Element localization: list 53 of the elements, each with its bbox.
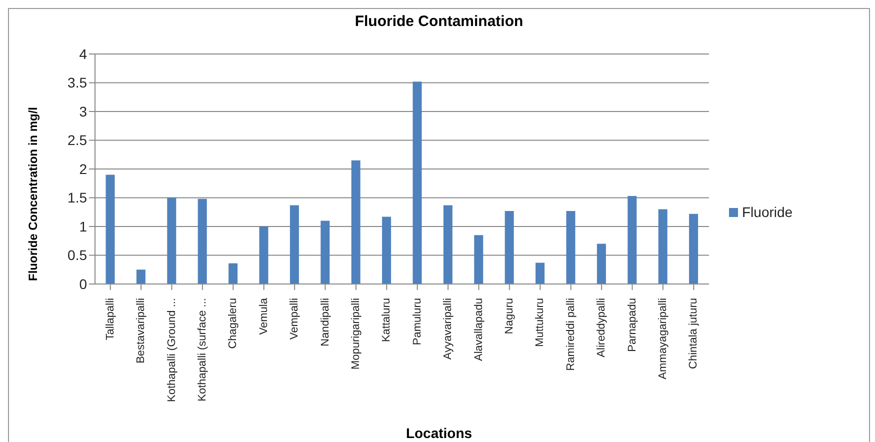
bar	[658, 209, 668, 284]
x-tick-label: Naguru	[503, 298, 516, 334]
x-tick-label: Tallapalli	[104, 298, 116, 340]
x-tick-label: Kothapalli (surface ...	[196, 298, 208, 402]
y-tick-label: 4	[79, 46, 88, 62]
y-axis-title: Fluoride Concentration in mg/l	[26, 107, 40, 281]
bar	[228, 263, 238, 284]
x-tick-label: Ayyavaripalli	[442, 298, 454, 360]
y-tick-label: 2.5	[68, 132, 88, 148]
x-tick-label: Kothapalli (Ground ...	[166, 298, 178, 402]
x-tick-label: Vemula	[258, 297, 270, 335]
bar	[167, 198, 176, 284]
bar	[628, 196, 637, 284]
bar	[198, 198, 207, 284]
bar	[106, 174, 115, 284]
bar	[566, 210, 576, 284]
x-tick-label: Chintala juturu	[688, 298, 700, 369]
bar	[136, 270, 146, 284]
x-tick-label: Parnapadu	[626, 298, 638, 352]
y-tick-label: 2	[79, 160, 88, 177]
legend-label: Fluoride	[742, 204, 793, 220]
y-tick-label: 1	[79, 218, 88, 234]
bar	[290, 205, 299, 284]
x-tick-label: Ramireddi palli	[564, 298, 577, 371]
bar	[382, 216, 392, 284]
x-tick-label: Muttukuru	[534, 298, 546, 347]
x-tick-label: Pamuluru	[411, 298, 424, 346]
bar	[596, 244, 606, 284]
bar	[536, 262, 545, 284]
y-tick-label: 0.5	[68, 247, 88, 264]
bar	[504, 210, 514, 284]
x-tick-label: Vempalli	[288, 298, 301, 340]
bar	[320, 220, 330, 284]
x-tick-label: Nandipalli	[319, 298, 332, 346]
x-tick-label: Bestavaripalli	[135, 298, 148, 364]
x-tick-label: Alavallapadu	[472, 298, 485, 361]
y-tick-label: 1.5	[68, 190, 88, 206]
x-tick-label: Mopurigaripalli	[350, 298, 362, 370]
bar	[443, 205, 452, 284]
chart-title: Fluoride Contamination	[354, 13, 524, 30]
x-axis-title: Locations	[404, 425, 474, 441]
x-tick-label: Kattaluru	[380, 298, 393, 342]
x-tick-label: Chagaleru	[227, 298, 240, 349]
x-tick-label: Ammayagaripalli	[656, 298, 669, 380]
bar	[412, 82, 422, 284]
bar	[351, 160, 360, 284]
y-tick-label: 3	[79, 103, 88, 120]
bar	[474, 235, 484, 284]
y-tick-label: 3.5	[68, 74, 88, 91]
y-tick-label: 0	[79, 276, 88, 292]
x-tick-label: Alireddypalli	[596, 298, 608, 358]
bar	[259, 226, 268, 284]
bar	[689, 214, 698, 284]
